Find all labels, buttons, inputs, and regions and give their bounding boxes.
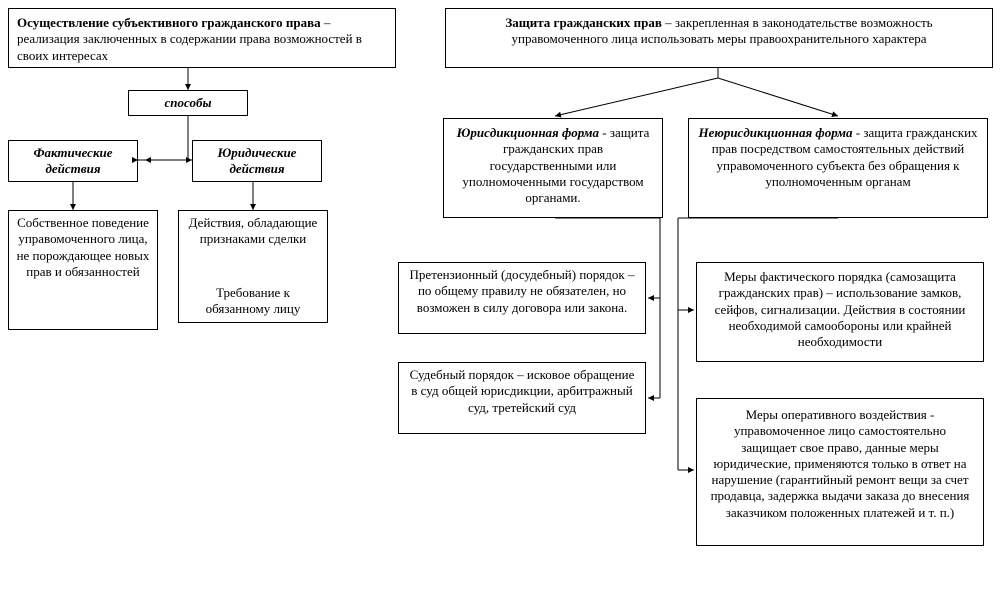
legal-actions-box: Юридические действия [192,140,322,182]
legal-detail-2-box: Требование к обязанному лицу [178,281,328,323]
factual-actions-label: Фактические действия [33,145,112,176]
left-header-bold: Осуществление субъективного гражданского… [17,15,321,30]
factual-measures-box: Меры фактического порядка (самозащита гр… [696,262,984,362]
right-header-box: Защита гражданских прав – закрепленная в… [445,8,993,68]
pretension-text: Претензионный (досудебный) порядок – по … [410,267,635,315]
methods-label: способы [165,95,212,110]
operative-measures-text: Меры оперативного воздействия - управомо… [711,407,970,520]
right-header-bold: Защита гражданских прав [505,15,662,30]
legal-detail-2-text: Требование к обязанному лицу [206,285,301,316]
methods-box: способы [128,90,248,116]
pretension-box: Претензионный (досудебный) порядок – по … [398,262,646,334]
factual-detail-box: Собственное поведение управомоченного ли… [8,210,158,330]
factual-measures-text: Меры фактического порядка (самозащита гр… [715,269,966,349]
left-header-box: Осуществление субъективного гражданского… [8,8,396,68]
operative-measures-box: Меры оперативного воздействия - управомо… [696,398,984,546]
juris-form-bold: Юрисдикционная форма [457,125,599,140]
judicial-box: Судебный порядок – исковое обращение в с… [398,362,646,434]
nonjuris-form-bold: Неюрисдикционная форма [698,125,852,140]
factual-actions-box: Фактические действия [8,140,138,182]
legal-detail-1-box: Действия, обладающие признаками сделки [178,210,328,282]
legal-actions-label: Юридические действия [218,145,297,176]
judicial-text: Судебный порядок – исковое обращение в с… [410,367,635,415]
legal-detail-1-text: Действия, обладающие признаками сделки [189,215,318,246]
nonjuris-form-box: Неюрисдикционная форма - защита гражданс… [688,118,988,218]
factual-detail-text: Собственное поведение управомоченного ли… [17,215,150,279]
juris-form-box: Юрисдикционная форма - защита граждански… [443,118,663,218]
